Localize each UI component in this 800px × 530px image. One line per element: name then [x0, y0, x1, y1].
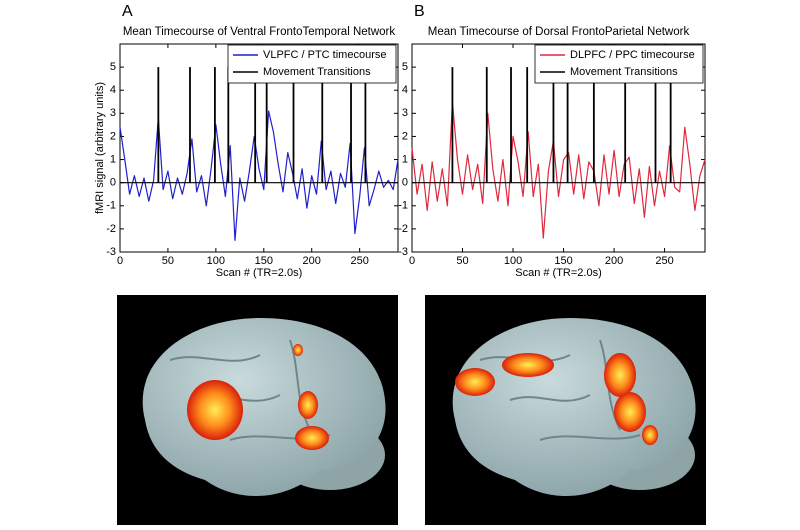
chart-title: Mean Timecourse of Ventral FrontoTempora… [123, 26, 396, 38]
y-tick-label: 4 [110, 84, 116, 96]
legend-entry: DLPFC / PPC timecourse [570, 49, 695, 61]
legend-box [534, 44, 704, 84]
legend: VLPFC / PTC timecourse Movement Transitio… [227, 44, 397, 84]
x-tick-label: 100 [207, 255, 225, 267]
legend-entry: Movement Transitions [263, 66, 371, 78]
x-tick-label: 250 [350, 255, 368, 267]
panel-label: B [414, 3, 425, 20]
x-tick-label: 150 [255, 255, 273, 267]
y-tick-label: -3 [398, 246, 408, 258]
y-tick-label: 1 [110, 153, 116, 165]
x-tick-label: 200 [303, 255, 321, 267]
chart: A Mean Timecourse of Ventral FrontoTempor… [94, 3, 399, 279]
chart-title: Mean Timecourse of Dorsal FrontoParietal… [428, 26, 690, 38]
y-tick-label: 5 [110, 61, 116, 73]
brain-image-a [117, 295, 398, 525]
legend-entry: Movement Transitions [570, 66, 678, 78]
y-tick-label: 2 [402, 130, 408, 142]
y-tick-label: -1 [106, 200, 116, 212]
x-tick-label: 150 [554, 255, 572, 267]
x-tick-label: 50 [456, 255, 468, 267]
legend-entry: VLPFC / PTC timecourse [263, 49, 386, 61]
x-axis-label: Scan # (TR=2.0s) [515, 267, 602, 279]
legend-box [227, 44, 397, 84]
y-tick-label: 0 [402, 177, 408, 189]
y-tick-label: 3 [402, 107, 408, 119]
y-tick-label: -2 [106, 223, 116, 235]
y-tick-label: -2 [398, 223, 408, 235]
y-tick-label: 2 [110, 130, 116, 142]
x-tick-label: 100 [504, 255, 522, 267]
y-tick-label: 0 [110, 177, 116, 189]
y-tick-label: 4 [402, 84, 408, 96]
y-tick-label: 3 [110, 107, 116, 119]
y-axis-label: fMRI signal (arbitrary units) [94, 82, 106, 214]
brain-image-b [425, 295, 706, 525]
y-tick-label: 1 [402, 153, 408, 165]
x-tick-label: 0 [117, 255, 123, 267]
x-tick-label: 200 [605, 255, 623, 267]
panel-label: A [122, 3, 133, 20]
x-tick-label: 50 [162, 255, 174, 267]
y-tick-label: 5 [402, 61, 408, 73]
x-axis-label: Scan # (TR=2.0s) [216, 267, 303, 279]
y-tick-label: -1 [398, 200, 408, 212]
y-tick-label: -3 [106, 246, 116, 258]
x-tick-label: 0 [409, 255, 415, 267]
x-tick-label: 250 [655, 255, 673, 267]
legend: DLPFC / PPC timecourse Movement Transitio… [534, 44, 704, 84]
